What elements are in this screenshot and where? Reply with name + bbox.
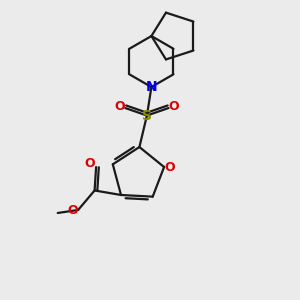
Text: S: S [142, 109, 152, 122]
Text: O: O [85, 157, 95, 170]
Text: O: O [115, 100, 125, 113]
Text: O: O [169, 100, 179, 113]
Text: O: O [164, 160, 175, 173]
Text: O: O [68, 204, 78, 217]
Text: N: N [146, 80, 157, 94]
